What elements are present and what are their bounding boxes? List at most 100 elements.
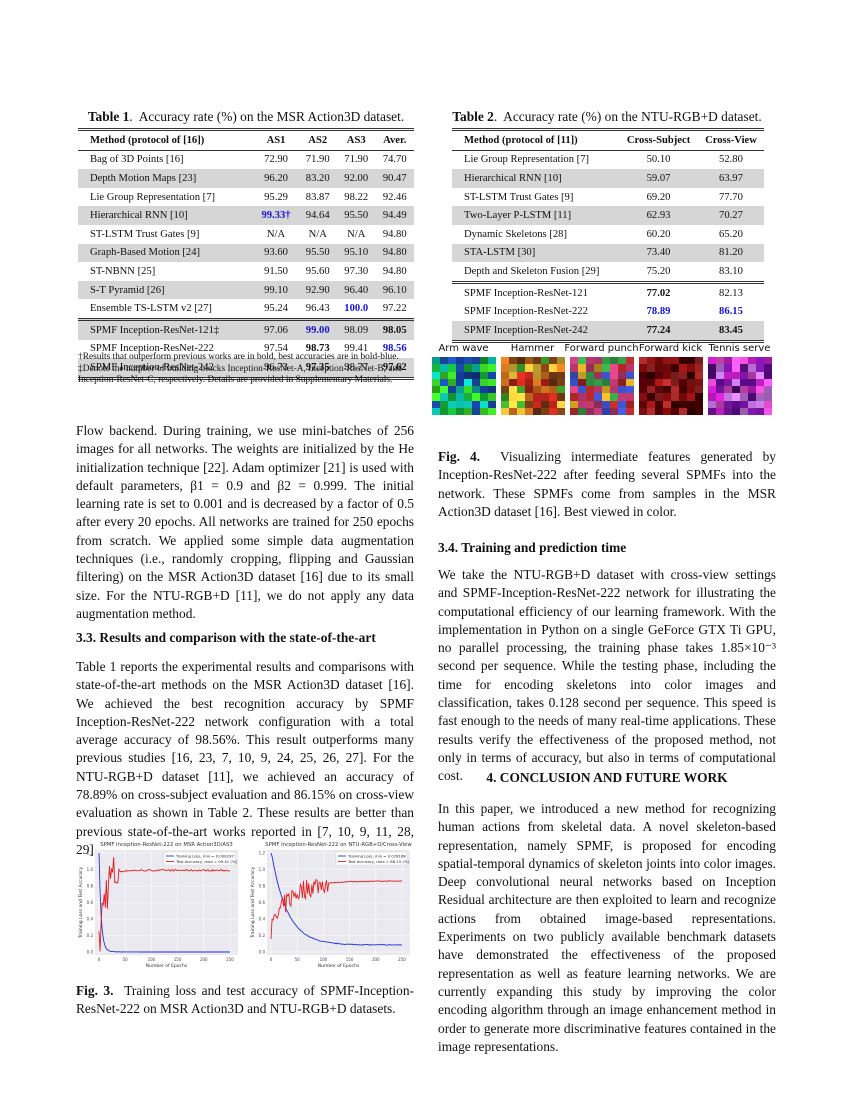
pixel xyxy=(570,364,578,372)
table-cell: 97.06 xyxy=(264,324,288,336)
y-tick-label: 1.0 xyxy=(87,867,94,872)
table-row: SPMF Inception-ResNet-242 96.73 97.35 98.77… xyxy=(78,358,414,379)
pixel xyxy=(594,400,602,408)
pixel xyxy=(626,386,634,394)
image-label: Arm wave xyxy=(438,343,489,354)
pixel xyxy=(594,357,602,365)
table-cell: 82.13 xyxy=(719,287,743,299)
pixel xyxy=(570,393,578,401)
pixel xyxy=(708,364,716,372)
table2-caption-text: Accuracy rate (%) on the NTU-RGB+D datas… xyxy=(503,109,762,124)
pixel xyxy=(472,393,480,401)
table-cell: Bag of 3D Points [16] xyxy=(90,154,184,166)
table-cell: 99.10 xyxy=(264,284,288,296)
pixel xyxy=(578,364,586,372)
table-cell: 98.05 xyxy=(382,324,407,336)
table-cell: 81.20 xyxy=(719,247,743,259)
table-body: Lie Group Representation [7] 50.10 52.80 Hi… xyxy=(452,150,764,342)
pixel xyxy=(618,407,626,415)
pixel xyxy=(472,371,480,379)
y-tick-label: 0.0 xyxy=(87,950,94,955)
pixel xyxy=(578,407,586,415)
footnote: ‡Denote the number of building blocks In… xyxy=(78,363,402,386)
pixel xyxy=(716,393,724,401)
pixel xyxy=(525,364,533,372)
pixel xyxy=(472,400,480,408)
table-cell: SPMF Inception-ResNet-222 xyxy=(464,306,588,318)
table-row: S-T Pyramid [26] 99.10 92.90 96.40 96.10 xyxy=(78,280,414,300)
pixel xyxy=(679,400,687,408)
table1-footnotes: †Results that outperform previous works … xyxy=(78,352,414,387)
pixel xyxy=(517,378,525,386)
table-cell: 74.70 xyxy=(382,154,407,166)
pixel xyxy=(586,357,594,365)
pixel xyxy=(740,364,748,372)
pixel xyxy=(655,371,663,379)
pixel xyxy=(610,393,618,401)
header-cell: Cross-View xyxy=(705,134,757,146)
pixel xyxy=(610,364,618,372)
pixel xyxy=(639,357,647,365)
table-cell: N/A xyxy=(308,228,327,240)
header-cell: AS2 xyxy=(308,134,328,146)
pixel xyxy=(639,371,647,379)
pixel xyxy=(764,378,772,386)
pixel xyxy=(456,393,464,401)
pixel xyxy=(647,357,655,365)
pixel xyxy=(525,371,533,379)
pixel xyxy=(602,357,610,365)
header-cell: Cross-Subject xyxy=(626,134,691,146)
pixel xyxy=(639,400,647,408)
pixel xyxy=(639,364,647,372)
pixel xyxy=(626,357,634,365)
pixel xyxy=(618,378,626,386)
pixel xyxy=(671,386,679,394)
table-row: ST-LSTM Trust Gates [9] N/A N/A N/A 94.80 xyxy=(78,225,414,244)
pixel xyxy=(517,357,525,365)
pixel xyxy=(626,407,634,415)
pixel xyxy=(456,378,464,386)
pixel xyxy=(639,378,647,386)
loss-curve xyxy=(270,852,403,946)
pixel xyxy=(663,386,671,394)
pixel xyxy=(456,371,464,379)
pixel xyxy=(464,400,472,408)
pixel xyxy=(525,393,533,401)
table-cell: 97.35 xyxy=(305,361,330,373)
pixel xyxy=(541,357,549,365)
pixel xyxy=(464,393,472,401)
pixel xyxy=(501,407,509,415)
pixel xyxy=(549,400,557,408)
pixel xyxy=(488,364,496,372)
table-row: STA-LSTM [30] 73.40 81.20 xyxy=(452,243,764,263)
pixel xyxy=(480,364,488,372)
pixel xyxy=(488,386,496,394)
pixel xyxy=(708,386,716,394)
pixel xyxy=(716,386,724,394)
pixel xyxy=(687,357,695,365)
paragraph: In this paper, we introduced a new metho… xyxy=(438,801,776,1054)
pixel xyxy=(602,386,610,394)
table-cell: 65.20 xyxy=(719,228,743,240)
plot-title: SPMF Inception-ResNet-222 on MSR Action3… xyxy=(100,842,233,848)
legend-box xyxy=(335,851,408,866)
pixel xyxy=(687,364,695,372)
pixel xyxy=(724,393,732,401)
pixel xyxy=(488,371,496,379)
pixel xyxy=(655,378,663,386)
table-cell: 93.60 xyxy=(264,247,288,259)
pixel xyxy=(517,364,525,372)
pixel xyxy=(557,393,565,401)
pixel xyxy=(578,393,586,401)
pixel xyxy=(626,378,634,386)
header-cell: Aver. xyxy=(383,134,407,146)
table-cell: 60.20 xyxy=(646,228,671,240)
table-cell: 98.77 xyxy=(344,361,369,373)
pixel xyxy=(602,393,610,401)
pixel xyxy=(756,407,764,415)
pixel xyxy=(464,386,472,394)
x-tick-label: 150 xyxy=(346,957,354,962)
pixel xyxy=(549,371,557,379)
table-cell: N/A xyxy=(347,228,366,240)
pixel xyxy=(695,378,703,386)
